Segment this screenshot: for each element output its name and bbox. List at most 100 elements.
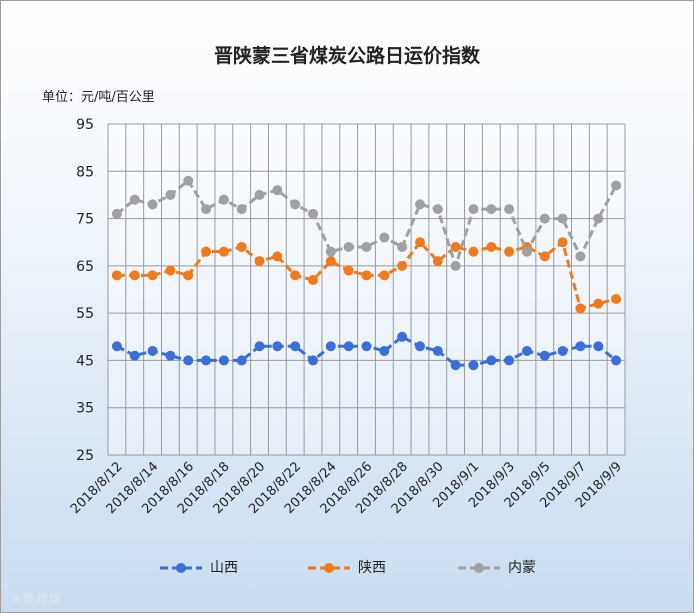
data-point-series-1 [129,270,140,281]
y-tick-label: 55 [76,306,94,322]
data-point-series-2 [379,232,390,243]
data-point-series-0 [147,345,158,356]
data-point-series-2 [218,194,229,205]
data-point-series-1 [308,275,319,286]
data-point-series-0 [521,345,532,356]
data-point-series-0 [165,350,176,361]
y-tick-label: 65 [76,259,94,275]
y-tick-label: 45 [76,353,94,369]
data-point-series-1 [539,251,550,262]
data-point-series-2 [361,241,372,252]
data-point-series-2 [201,204,212,215]
watermark: 大数跨境 [10,592,63,606]
data-point-series-0 [272,341,283,352]
y-tick-label: 85 [76,164,94,180]
legend-swatch-shaanxi [308,563,350,573]
data-point-series-1 [361,270,372,281]
data-point-series-1 [183,270,194,281]
data-point-series-2 [521,246,532,257]
legend-label: 山西 [210,560,238,576]
data-point-series-2 [504,204,515,215]
data-point-series-2 [414,199,425,210]
data-point-series-1 [236,241,247,252]
legend-item-neimeng: 内蒙 [456,558,546,578]
data-point-series-1 [486,241,497,252]
data-point-series-1 [450,241,461,252]
data-point-series-2 [486,204,497,215]
data-point-series-1 [111,270,122,281]
data-point-series-2 [539,213,550,224]
data-point-series-0 [254,341,265,352]
data-point-series-0 [183,355,194,366]
y-tick-label: 95 [76,117,94,133]
data-point-series-1 [325,256,336,267]
data-point-series-0 [611,355,622,366]
data-point-series-0 [111,341,122,352]
data-point-series-0 [593,341,604,352]
chart-title: 晋陕蒙三省煤炭公路日运价指数 [213,45,480,67]
data-point-series-1 [468,246,479,257]
data-point-series-1 [254,256,265,267]
data-point-series-2 [557,213,568,224]
data-point-series-0 [361,341,372,352]
plot-area [108,124,625,455]
data-point-series-1 [397,260,408,271]
data-point-series-2 [432,204,443,215]
data-point-series-0 [236,355,247,366]
data-point-series-2 [111,208,122,219]
data-point-series-2 [236,204,247,215]
data-point-series-2 [272,185,283,196]
data-point-series-2 [397,241,408,252]
data-point-series-1 [379,270,390,281]
data-point-series-0 [397,331,408,342]
legend-swatch-shanxi [160,563,202,573]
legend-label: 内蒙 [508,560,536,576]
data-point-series-2 [593,213,604,224]
data-point-series-0 [414,341,425,352]
data-point-series-2 [343,241,354,252]
data-point-series-0 [290,341,301,352]
data-point-series-0 [129,350,140,361]
data-point-series-1 [272,251,283,262]
data-point-series-2 [165,189,176,200]
data-point-series-2 [450,260,461,271]
data-point-series-1 [557,237,568,248]
data-point-series-0 [325,341,336,352]
data-point-series-1 [575,303,586,314]
series-line-2 [115,179,618,268]
data-point-series-1 [504,246,515,257]
data-point-series-1 [165,265,176,276]
legend-label: 陕西 [358,560,386,576]
data-point-series-0 [343,341,354,352]
data-point-series-0 [468,360,479,371]
data-point-series-1 [593,298,604,309]
data-point-series-1 [611,293,622,304]
legend-item-shanxi: 山西 [158,558,248,578]
data-point-series-2 [147,199,158,210]
data-point-series-0 [486,355,497,366]
data-point-series-0 [575,341,586,352]
data-point-series-2 [129,194,140,205]
data-point-series-0 [504,355,515,366]
data-point-series-0 [539,350,550,361]
data-point-series-2 [468,204,479,215]
data-point-series-1 [290,270,301,281]
data-point-series-0 [557,345,568,356]
y-tick-label: 35 [76,401,94,417]
unit-label: 单位：元/吨/百公里 [42,90,155,105]
data-point-series-2 [290,199,301,210]
data-point-series-2 [183,175,194,186]
data-point-series-2 [611,180,622,191]
data-point-series-0 [218,355,229,366]
y-tick-label: 75 [76,212,94,228]
data-point-series-0 [308,355,319,366]
data-point-series-2 [575,251,586,262]
data-point-series-2 [308,208,319,219]
data-point-series-0 [432,345,443,356]
data-point-series-1 [201,246,212,257]
legend-item-shaanxi: 陕西 [306,558,396,578]
data-point-series-2 [254,189,265,200]
data-point-series-2 [325,246,336,257]
data-point-series-1 [432,256,443,267]
